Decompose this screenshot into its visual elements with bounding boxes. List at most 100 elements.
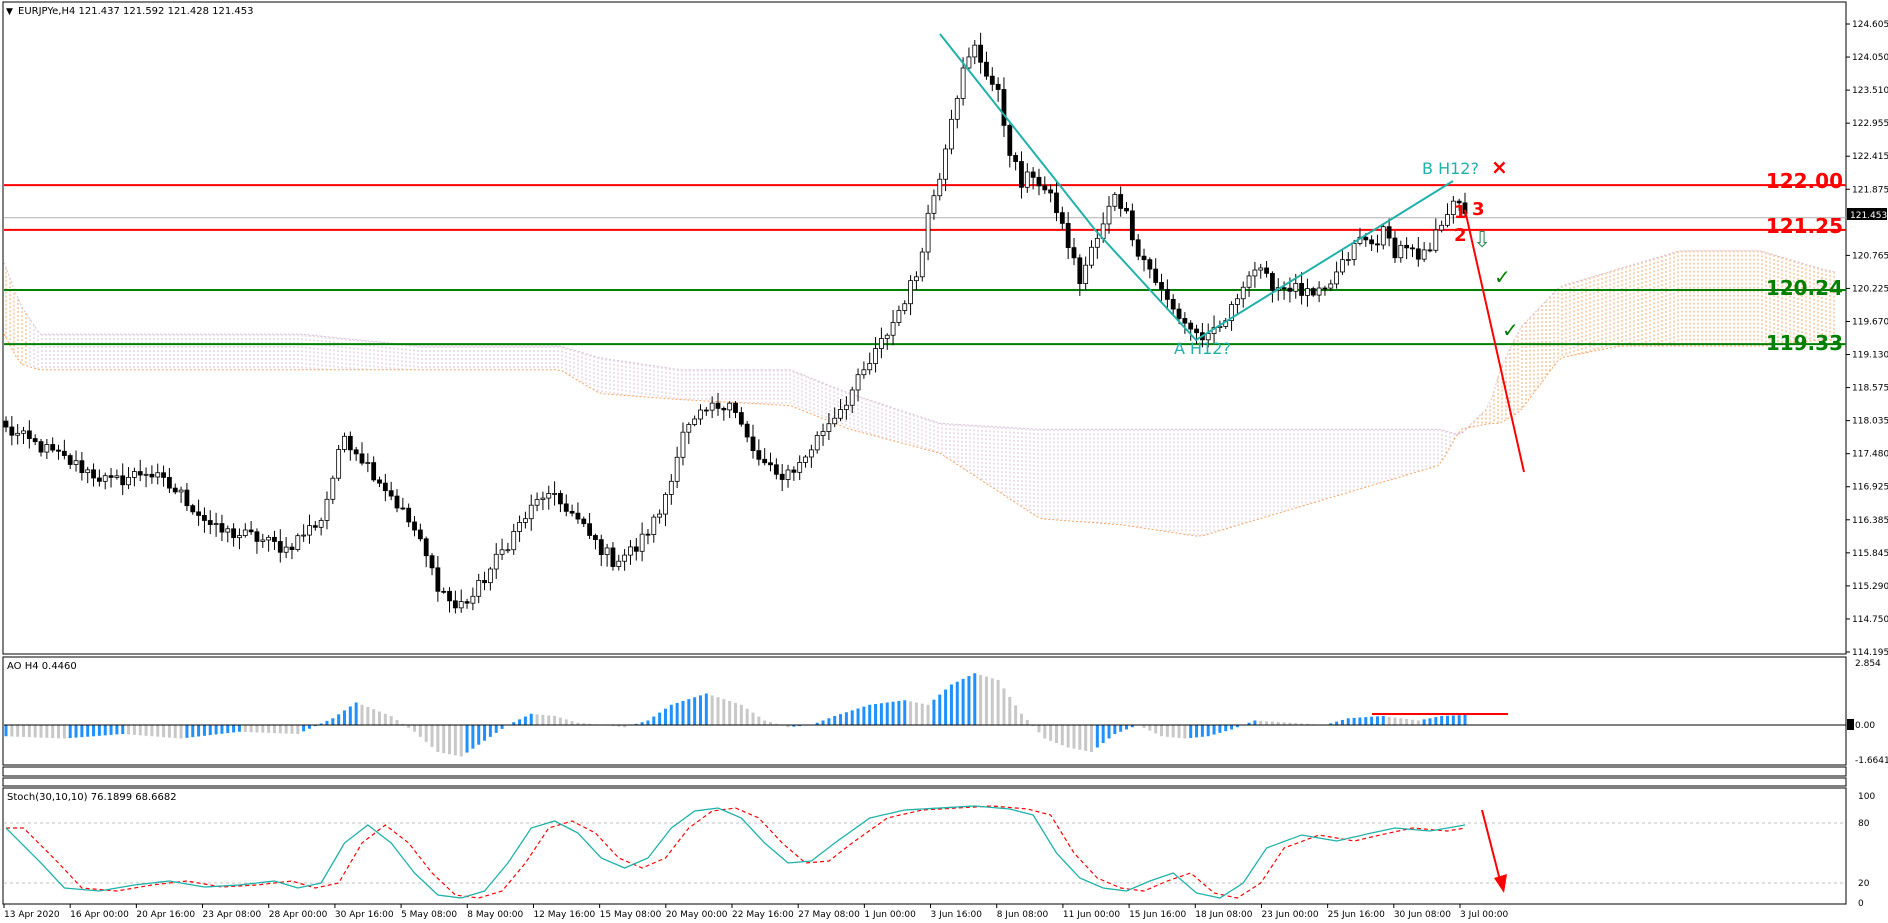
candle-body <box>1007 124 1013 156</box>
price-tick: 116.925 <box>1852 483 1888 493</box>
wave-label-3: 3 <box>1472 199 1485 220</box>
collapse-triangle-icon[interactable]: ▼ <box>6 7 13 17</box>
level-label-120-24: 120.24 <box>1766 276 1843 300</box>
price-tick: 121.875 <box>1852 185 1888 195</box>
time-tick: 20 May 00:00 <box>666 910 728 920</box>
candle-body <box>207 520 213 525</box>
candle-body <box>38 441 44 453</box>
candle-body <box>184 489 190 507</box>
candle-body <box>44 444 50 453</box>
candle-body <box>1293 283 1299 292</box>
candle-body <box>505 549 511 552</box>
stoch-panel[interactable] <box>2 787 1847 905</box>
candle-body <box>452 600 458 609</box>
candle-body <box>1240 286 1246 300</box>
candle-body <box>85 469 91 474</box>
candle-body <box>231 528 237 539</box>
candle-body <box>330 477 336 500</box>
main-panel[interactable] <box>2 1 1847 655</box>
price-tick: 120.765 <box>1852 251 1888 261</box>
candle-body <box>1106 205 1112 225</box>
candle-body <box>663 494 668 515</box>
candle-body <box>733 402 738 413</box>
candle-body <box>750 436 756 451</box>
candle-body <box>861 369 867 376</box>
candle-body <box>937 178 943 197</box>
candle-body <box>949 118 954 150</box>
candle-body <box>797 462 803 473</box>
candle-body <box>645 533 651 536</box>
candle-body <box>1258 267 1264 271</box>
candle-body <box>593 535 598 541</box>
candle-body <box>324 498 330 521</box>
candle-body <box>1316 287 1322 296</box>
stoch-label: Stoch(30,10,10) 76.1899 68.6682 <box>7 792 177 803</box>
candle-body <box>61 450 67 456</box>
price-tick: 122.955 <box>1852 119 1888 129</box>
candle-body <box>283 546 289 553</box>
current-price-tag <box>1847 208 1887 220</box>
candle-body <box>21 430 26 434</box>
pattern-label-b: B H12? <box>1422 159 1479 178</box>
candle-body <box>196 511 201 516</box>
candle-body <box>412 521 417 531</box>
time-tick: 23 Jun 00:00 <box>1261 910 1318 920</box>
ao-label: AO H4 0.4460 <box>7 661 77 672</box>
candle-body <box>762 458 768 464</box>
candle-body <box>569 510 575 514</box>
candle-body <box>1439 224 1445 231</box>
candle-body <box>1147 259 1153 270</box>
price-tick: 118.035 <box>1852 417 1888 427</box>
candle-body <box>1118 194 1124 209</box>
candle-body <box>546 493 552 499</box>
candle-body <box>552 493 557 495</box>
candle-body <box>126 477 131 486</box>
candle-body <box>668 480 674 495</box>
candle-body <box>1159 282 1164 290</box>
candle-body <box>598 539 604 556</box>
candle-body <box>108 475 114 478</box>
time-tick: 1 Jun 00:00 <box>864 910 916 920</box>
candle-body <box>855 374 861 391</box>
candle-body <box>709 402 715 411</box>
cloud-edge-lower <box>3 333 1834 537</box>
candle-body <box>1386 226 1392 239</box>
ao-panel[interactable] <box>2 656 1847 766</box>
candle-body <box>657 513 663 518</box>
candle-body <box>721 407 727 411</box>
check-mark-icon-2: ✓ <box>1502 318 1519 342</box>
candle-body <box>884 334 890 339</box>
candle-body <box>149 473 155 478</box>
candle-body <box>803 456 808 463</box>
candle-body <box>120 475 126 486</box>
wave-label-1: 1 <box>1454 202 1467 223</box>
candle-body <box>1194 328 1199 334</box>
candle-body <box>896 310 902 323</box>
candle-body <box>1083 264 1089 285</box>
candle-body <box>616 560 622 567</box>
candle-body <box>1410 247 1415 250</box>
candle-body <box>814 435 820 451</box>
candle-body <box>563 503 569 512</box>
candlestick-series <box>3 32 1468 614</box>
candle-body <box>56 449 61 452</box>
price-tick: 114.195 <box>1852 648 1888 658</box>
candle-body <box>1363 236 1369 241</box>
candle-body <box>3 420 9 428</box>
time-tick: 11 Jun 00:00 <box>1063 910 1120 920</box>
candle-body <box>32 438 38 443</box>
candle-body <box>353 449 359 455</box>
candle-body <box>738 412 744 425</box>
candle-body <box>289 546 295 550</box>
candle-body <box>464 601 470 604</box>
candle-body <box>984 61 989 77</box>
candle-body <box>277 541 283 553</box>
candle-body <box>1054 192 1059 214</box>
time-tick: 8 Jun 08:00 <box>997 910 1049 920</box>
price-tick: 122.415 <box>1852 152 1888 162</box>
stoch-tick: 80 <box>1858 819 1870 829</box>
candle-body <box>1164 288 1170 300</box>
candle-body <box>248 529 254 533</box>
price-tick: 124.605 <box>1852 20 1888 30</box>
candle-body <box>1334 271 1340 285</box>
